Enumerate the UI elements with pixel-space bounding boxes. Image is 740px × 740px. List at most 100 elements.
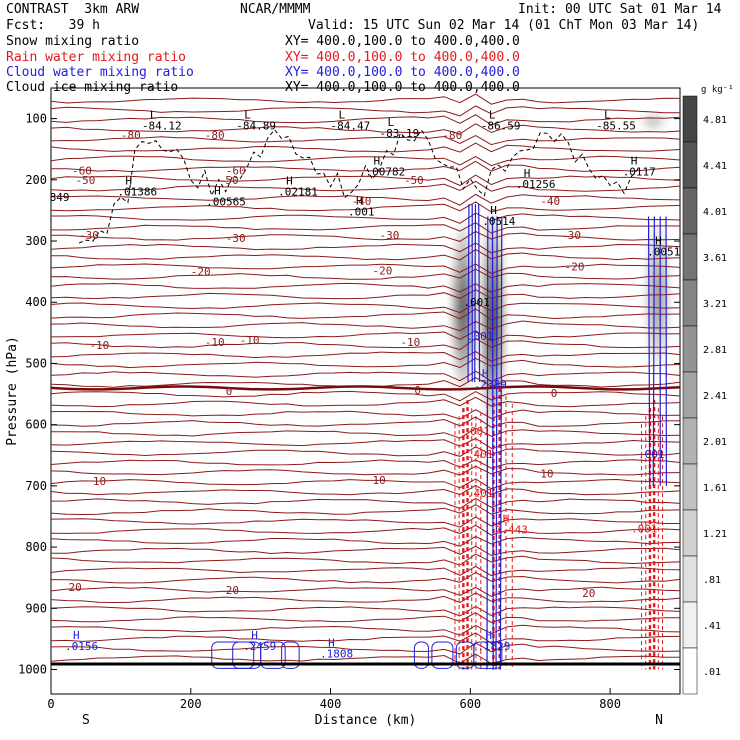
extremum-value: -84.47 [331, 120, 371, 133]
isotherm-label: -80 [442, 129, 462, 142]
contour-value-label: .001 [467, 330, 494, 343]
zero-isotherm-line [51, 385, 680, 391]
isotherm-line [51, 330, 680, 342]
isotherm-label: -50 [404, 174, 424, 187]
shaded-column [643, 216, 672, 376]
colorbar-swatch [682, 555, 698, 603]
isotherm-line [51, 93, 680, 105]
colorbar-swatch [682, 141, 698, 189]
isotherm-label: 20 [226, 584, 239, 597]
isotherm-label: -30 [79, 229, 99, 242]
y-tick-label: 800 [25, 540, 47, 554]
extremum-mark: H [374, 155, 381, 168]
isotherm-line [51, 155, 680, 167]
legend-rain-xy: XY= 400.0,100.0 to 400.0,400.0 [285, 50, 520, 65]
isotherm-line [51, 193, 680, 206]
isotherm-line [51, 632, 680, 644]
extremum-mark: H [73, 629, 80, 642]
isotherm-label: 10 [372, 474, 385, 487]
legend-cloudice-name: Cloud ice mixing ratio [6, 80, 179, 95]
isotherm-line [51, 123, 680, 135]
colorbar-label: 3.61 [703, 253, 727, 264]
extremum-mark: H [631, 155, 638, 168]
extremum-mark: L [244, 109, 251, 122]
contour-labels: -80 -80 -80-60 -60-50 -50 -50-40 -40-30 -30 -30-… [50, 109, 681, 661]
y-axis-title: Pressure (hPa) [5, 336, 20, 446]
legend-cloudwater-xy: XY= 400.0,100.0 to 400.0,400.0 [285, 65, 520, 80]
isotherm-line [51, 516, 680, 528]
cloud-water-contour [474, 204, 477, 382]
legend-snow-name: Snow mixing ratio [6, 34, 140, 49]
extremum-mark: H [485, 629, 492, 642]
colorbar-swatch [682, 279, 698, 327]
isotherm-line [51, 586, 680, 597]
isotherm-line [51, 351, 680, 362]
isotherm-label: -30 [226, 232, 246, 245]
isotherm-line [51, 478, 680, 490]
isotherm-line [51, 592, 680, 604]
extremum-value: -84.89 [236, 120, 276, 133]
extremum-mark: H [125, 175, 132, 188]
isotherm-label: -40 [540, 195, 560, 208]
isotherm-line [51, 370, 680, 382]
x-tick-label: 600 [459, 697, 481, 711]
colorbar-label: .41 [703, 621, 721, 632]
isotherm-label: 0 [414, 384, 421, 397]
isotherm-line [51, 222, 680, 234]
isotherm-label: 10 [93, 475, 106, 488]
cloud-water-contour [495, 216, 498, 670]
isotherm-line [51, 212, 680, 224]
isotherm-line [51, 459, 680, 469]
isotherm-label: -40 [352, 195, 372, 208]
colorbar-unit: g kg⁻¹ [701, 85, 734, 95]
y-tick-label: 600 [25, 418, 47, 432]
isotherm-label: -30 [379, 229, 399, 242]
cloud-water-cell [473, 641, 503, 669]
isotherm-line [51, 605, 680, 617]
colorbar-swatch [682, 417, 698, 465]
extremum-mark: H [490, 204, 497, 217]
x-tick-label: 0 [47, 697, 54, 711]
init-time: Init: 00 UTC Sat 01 Mar 14 [518, 2, 722, 17]
isotherm-line [51, 114, 680, 126]
x-tick-label: 200 [180, 697, 202, 711]
isotherm-label: -10 [89, 339, 109, 352]
isotherm-line [51, 357, 680, 369]
isotherm-label: -10 [240, 334, 260, 347]
extremum-value: 2.443 [495, 524, 528, 537]
colorbar-swatch [682, 187, 698, 235]
isotherm-line [51, 465, 680, 476]
isotherm-label: 0 [226, 385, 233, 398]
colorbar-label: 4.41 [703, 161, 727, 172]
isotherm-line [51, 289, 680, 300]
extremum-mark: H [328, 636, 335, 649]
isotherm-label: -20 [372, 264, 392, 277]
isotherm-line [51, 437, 680, 449]
x-tick-label: 400 [320, 697, 342, 711]
isotherm-line [51, 142, 680, 153]
isotherm-line [51, 396, 680, 408]
isotherm-line [51, 105, 680, 117]
isotherm-label: -80 [205, 129, 225, 142]
colorbar-swatch [682, 371, 698, 419]
cloud-ice-contours [78, 129, 639, 244]
colorbar-swatch [682, 95, 698, 143]
cloud-ice-outline [78, 129, 639, 244]
cloud-water-contour [486, 216, 489, 670]
cloud-water-contours [211, 204, 667, 670]
legend-cloudice-xy: XY= 400.0,100.0 to 400.0,400.0 [285, 80, 520, 95]
isotherm-label: -60 [72, 165, 92, 178]
cloud-water-contour [647, 216, 651, 486]
north-endpoint-label: N [655, 713, 663, 728]
plot-frame [50, 87, 681, 695]
isotherm-label: -50 [219, 174, 239, 187]
colorbar-label: 4.81 [703, 115, 727, 126]
extremum-mark: L [339, 109, 346, 122]
extremum-value: -84.12 [142, 120, 182, 133]
isotherm-label: -20 [191, 266, 211, 279]
contour-value-label: 849 [50, 191, 70, 204]
isotherm-label: -80 [121, 129, 141, 142]
isotherm-line [51, 282, 680, 293]
extremum-value: .01256 [516, 178, 556, 191]
